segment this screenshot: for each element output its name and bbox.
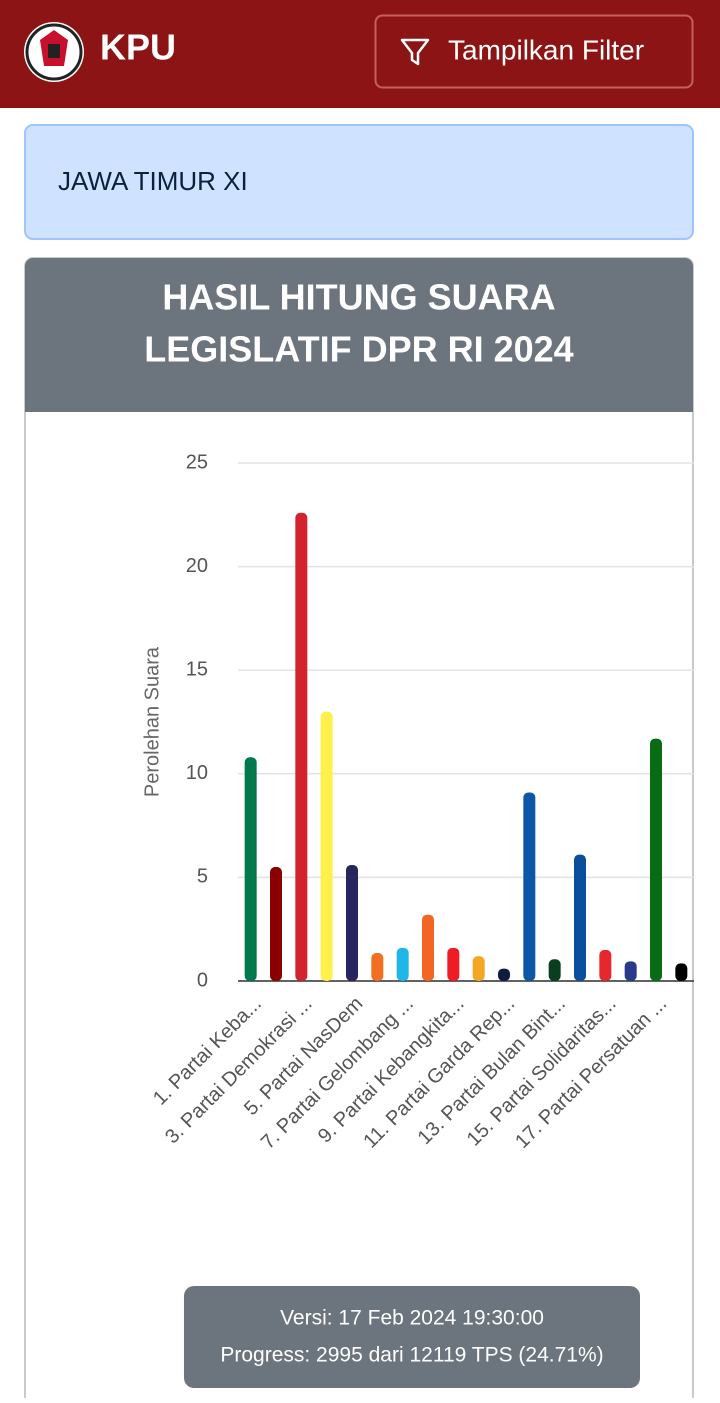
bar <box>599 949 612 981</box>
bar <box>472 956 485 981</box>
app-bar <box>0 0 720 108</box>
bar <box>371 953 384 981</box>
bar <box>346 864 358 981</box>
filter-icon <box>400 38 430 66</box>
y-tick-label: 15 <box>186 658 208 680</box>
card-header <box>25 258 693 412</box>
logo <box>24 22 84 82</box>
bar <box>270 867 282 981</box>
region-box <box>24 124 694 240</box>
card-title: HASIL HITUNG SUARA <box>162 277 555 318</box>
bar <box>498 968 510 981</box>
bar <box>396 947 409 981</box>
version-badge <box>184 1286 640 1388</box>
filter-button[interactable] <box>374 14 694 89</box>
y-tick-label: 20 <box>186 555 208 577</box>
bar <box>295 512 308 981</box>
filter-button-label[interactable]: Tampilkan Filter <box>448 34 644 65</box>
result-card <box>24 257 694 1403</box>
bar <box>675 963 688 981</box>
y-tick-label: 0 <box>197 969 208 991</box>
region-name: JAWA TIMUR XI <box>58 166 248 196</box>
bar <box>624 961 637 981</box>
y-tick-label: 5 <box>197 866 208 888</box>
bar <box>574 854 586 981</box>
progress-text: Progress: 2995 dari 12119 TPS (24.71%) <box>220 1344 603 1367</box>
bar <box>244 757 257 981</box>
y-tick-label: 10 <box>186 762 208 784</box>
card-title: LEGISLATIF DPR RI 2024 <box>144 329 573 370</box>
bar <box>650 738 662 981</box>
brand: KPU <box>100 27 176 68</box>
y-tick-label: 25 <box>186 451 208 473</box>
y-axis-label: Perolehan Suara <box>141 646 163 797</box>
bar <box>447 947 460 981</box>
bar <box>422 914 434 981</box>
version-text: Versi: 17 Feb 2024 19:30:00 <box>280 1307 544 1330</box>
bar <box>320 711 333 981</box>
bar <box>548 959 561 981</box>
bar <box>523 792 536 981</box>
